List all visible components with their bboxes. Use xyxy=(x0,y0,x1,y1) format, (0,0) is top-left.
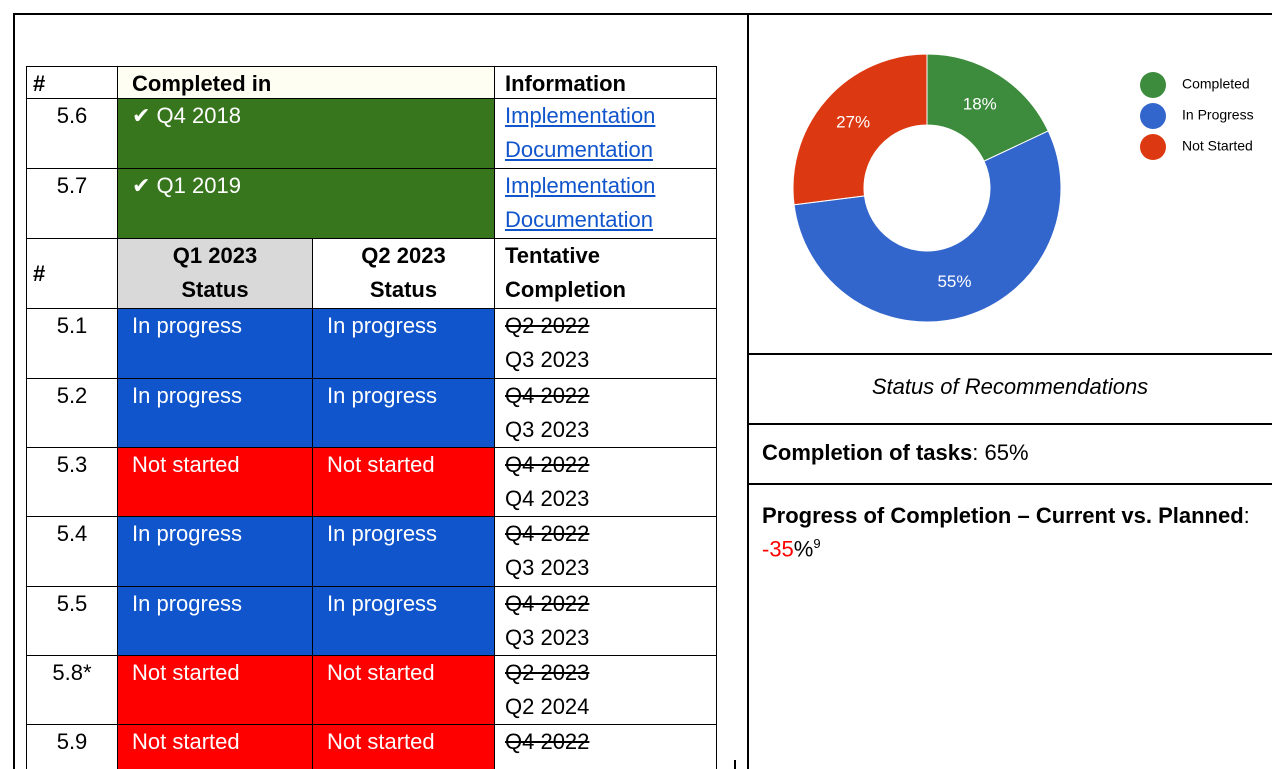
status-cell: In progress xyxy=(117,586,313,656)
row-id: 5.2 xyxy=(26,378,118,448)
row-id: 5.8* xyxy=(26,655,118,725)
date-cell: Q4 2022 Q4 2023 xyxy=(494,447,717,517)
legend-swatch xyxy=(1140,103,1166,129)
status-cell: Not started xyxy=(312,655,495,725)
row-id: 5.9 xyxy=(26,724,118,769)
link[interactable]: Documentation xyxy=(505,137,653,162)
completion-label: Completion of tasks xyxy=(762,440,973,465)
page-edge xyxy=(734,760,736,769)
old-date: Q4 2022 xyxy=(505,452,590,477)
slice-label: 27% xyxy=(836,112,870,131)
progress-label: Progress of Completion – Current vs. Pla… xyxy=(762,503,1244,528)
status-cell: Not started xyxy=(312,447,495,517)
legend-swatch xyxy=(1140,134,1166,160)
links-cell: Implementation Documentation xyxy=(494,98,717,169)
status-cell: Not started xyxy=(312,724,495,769)
rule xyxy=(748,353,1272,355)
slice xyxy=(926,53,1049,162)
completion-value: 65% xyxy=(984,440,1029,465)
links-cell: Implementation Documentation xyxy=(494,168,717,239)
date-cell: Q4 2022 xyxy=(494,724,717,769)
status-cell: In progress xyxy=(312,516,495,587)
link[interactable]: Documentation xyxy=(505,207,653,232)
slice-label: 55% xyxy=(937,272,971,291)
rule xyxy=(748,483,1272,485)
legend-label: Not Started xyxy=(1182,138,1253,154)
status-cell: Not started xyxy=(117,724,313,769)
frame-top xyxy=(13,13,1272,15)
new-date: Q3 2023 xyxy=(505,625,590,650)
status-cell: In progress xyxy=(117,308,313,379)
footnote: 9 xyxy=(813,536,821,551)
donut-chart: 18% Completed 55% In Progress 27% Not Started xyxy=(792,53,1254,323)
date-cell: Q4 2022 Q3 2023 xyxy=(494,378,717,448)
date-cell: Q4 2022 Q3 2023 xyxy=(494,586,717,656)
date-cell: Q2 2023 Q2 2024 xyxy=(494,655,717,725)
header-cell: Information xyxy=(494,66,717,99)
old-date: Q2 2022 xyxy=(505,313,590,338)
header-cell: # xyxy=(26,238,118,309)
old-date: Q4 2022 xyxy=(505,521,590,546)
status-cell: In progress xyxy=(117,516,313,587)
date-cell: Q4 2022 Q3 2023 xyxy=(494,516,717,587)
new-date: Q4 2023 xyxy=(505,486,590,511)
frame-left xyxy=(13,13,15,769)
frame-divider xyxy=(747,13,749,769)
status-cell: Not started xyxy=(117,655,313,725)
date-cell: Q2 2022 Q3 2023 xyxy=(494,308,717,379)
row-id: 5.5 xyxy=(26,586,118,656)
row-id: 5.4 xyxy=(26,516,118,587)
old-date: Q4 2022 xyxy=(505,591,590,616)
slice-label: 18% xyxy=(963,94,997,113)
separator: : xyxy=(972,440,985,465)
status-cell: In progress xyxy=(117,378,313,448)
row-id: 5.7 xyxy=(26,168,118,239)
header-cell: Completed in xyxy=(117,66,495,99)
old-date: Q4 2022 xyxy=(505,729,590,754)
old-date: Q4 2022 xyxy=(505,383,590,408)
row-id: 5.3 xyxy=(26,447,118,517)
separator: : xyxy=(1243,503,1250,528)
old-date: Q2 2023 xyxy=(505,660,590,685)
legend-swatch xyxy=(1140,72,1166,98)
legend-label: In Progress xyxy=(1182,107,1254,123)
status-cell: In progress xyxy=(312,308,495,379)
new-date: Q3 2023 xyxy=(505,555,590,580)
completed-cell: ✔ Q1 2019 xyxy=(117,168,495,239)
status-cell: In progress xyxy=(312,586,495,656)
link[interactable]: Implementation xyxy=(505,103,656,128)
status-cell: Not started xyxy=(117,447,313,517)
progress: Progress of Completion – Current vs. Pla… xyxy=(762,502,1262,563)
header-cell: Q1 2023 Status xyxy=(117,238,313,309)
progress-unit: % xyxy=(793,536,814,562)
header-cell: Q2 2023 Status xyxy=(312,238,495,309)
completion: Completion of tasks: 65% xyxy=(762,440,1029,466)
header-cell: Tentative Completion xyxy=(494,238,717,309)
header-cell: # xyxy=(26,66,118,99)
progress-value: -35 xyxy=(762,536,794,562)
slice xyxy=(792,53,928,206)
new-date: Q3 2023 xyxy=(505,347,590,372)
link[interactable]: Implementation xyxy=(505,173,656,198)
row-id: 5.1 xyxy=(26,308,118,379)
row-id: 5.6 xyxy=(26,98,118,169)
caption: Status of Recommendations xyxy=(871,374,1149,399)
rule xyxy=(748,423,1272,425)
status-cell: In progress xyxy=(312,378,495,448)
new-date: Q3 2023 xyxy=(505,417,590,442)
legend-label: Completed xyxy=(1182,76,1250,92)
completed-cell: ✔ Q4 2018 xyxy=(117,98,495,169)
slice xyxy=(793,130,1062,323)
new-date: Q2 2024 xyxy=(505,694,590,719)
